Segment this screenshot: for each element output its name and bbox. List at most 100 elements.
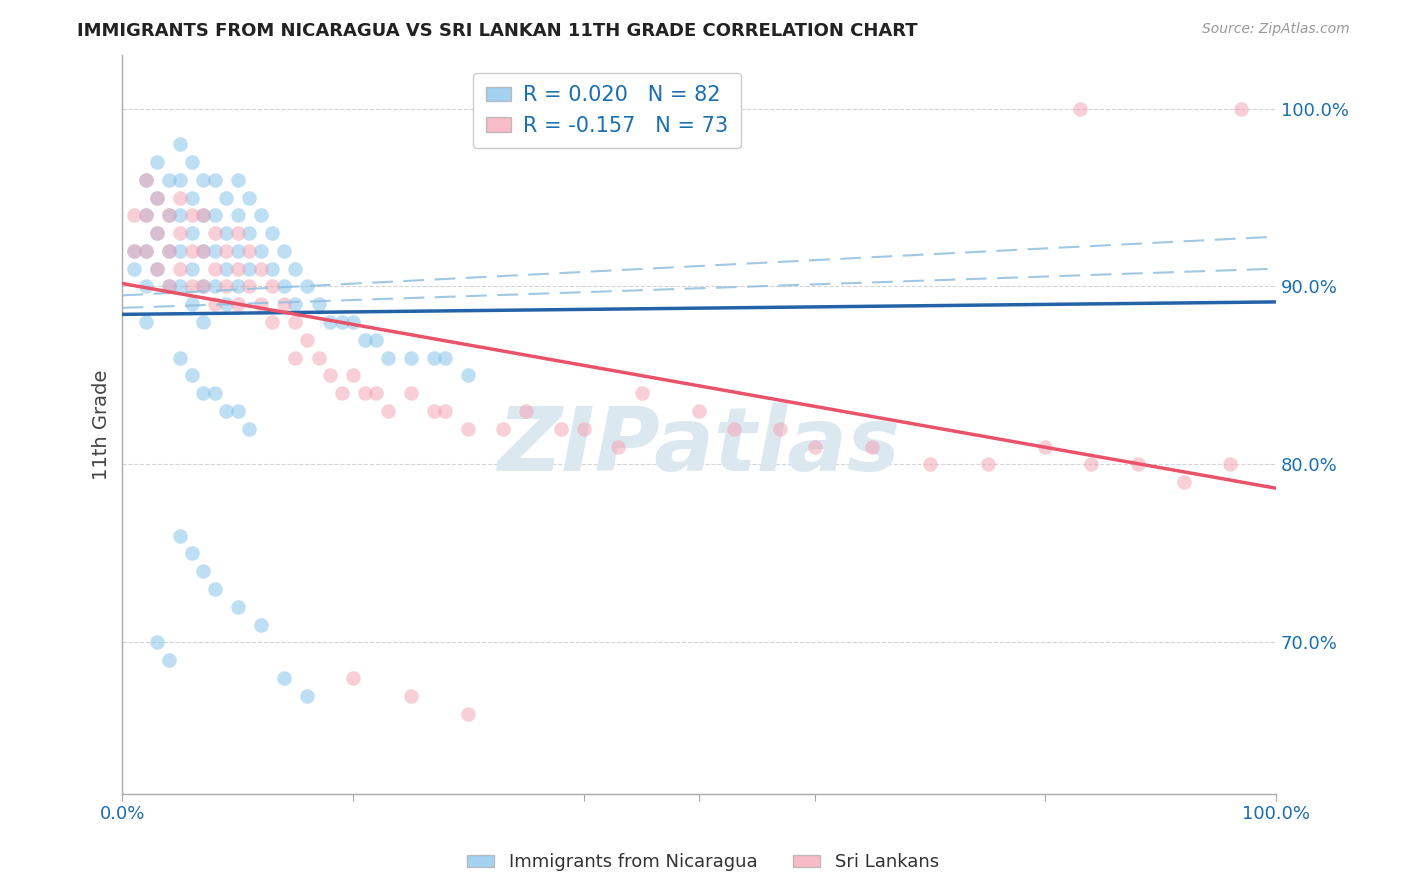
Point (515, 404, 537, 418)
Point (1219, 458, 1241, 472)
Point (262, 315, 284, 329)
Point (284, 297, 307, 311)
Point (550, 422, 572, 436)
Point (226, 279, 249, 293)
Point (457, 368, 479, 383)
Point (238, 226, 260, 240)
Point (250, 617, 273, 632)
Point (157, 244, 180, 258)
Point (238, 190, 260, 204)
Point (146, 261, 169, 276)
Point (215, 297, 238, 311)
Point (180, 368, 202, 383)
Point (134, 279, 156, 293)
Point (295, 333, 318, 347)
Point (330, 315, 353, 329)
Point (157, 279, 180, 293)
Point (342, 671, 364, 685)
Point (1033, 440, 1056, 454)
Point (423, 351, 446, 365)
Point (134, 208, 156, 222)
Point (215, 190, 238, 204)
Legend: Immigrants from Nicaragua, Sri Lankans: Immigrants from Nicaragua, Sri Lankans (460, 847, 946, 879)
Point (169, 351, 191, 365)
Point (169, 208, 191, 222)
Point (308, 297, 330, 311)
Point (1230, 102, 1253, 116)
Point (169, 226, 191, 240)
Point (860, 440, 883, 454)
Point (250, 261, 273, 276)
Point (215, 279, 238, 293)
Point (146, 226, 169, 240)
Point (319, 368, 342, 383)
Point (157, 279, 180, 293)
Point (193, 279, 215, 293)
Point (284, 351, 307, 365)
Point (134, 244, 156, 258)
Point (157, 653, 180, 667)
Point (1173, 475, 1195, 490)
Point (295, 689, 318, 703)
Point (122, 244, 145, 258)
Point (377, 351, 399, 365)
Point (226, 404, 249, 418)
Point (180, 208, 202, 222)
Point (215, 261, 238, 276)
Point (630, 386, 652, 401)
Point (193, 172, 215, 186)
Point (193, 315, 215, 329)
Text: Source: ZipAtlas.com: Source: ZipAtlas.com (1202, 22, 1350, 37)
Point (803, 440, 825, 454)
Point (226, 244, 249, 258)
Point (273, 244, 295, 258)
Point (250, 244, 273, 258)
Point (226, 599, 249, 614)
Point (215, 226, 238, 240)
Point (146, 226, 169, 240)
Point (226, 208, 249, 222)
Point (169, 261, 191, 276)
Point (180, 261, 202, 276)
Point (572, 422, 595, 436)
Point (122, 244, 145, 258)
Point (423, 404, 446, 418)
Point (146, 190, 169, 204)
Point (434, 404, 457, 418)
Point (169, 279, 191, 293)
Point (377, 404, 399, 418)
Point (273, 671, 295, 685)
Point (399, 689, 422, 703)
Point (180, 226, 202, 240)
Point (157, 208, 180, 222)
Point (353, 386, 375, 401)
Point (180, 155, 202, 169)
Point (157, 172, 180, 186)
Point (688, 404, 710, 418)
Point (238, 422, 260, 436)
Point (169, 137, 191, 152)
Point (157, 208, 180, 222)
Text: IMMIGRANTS FROM NICARAGUA VS SRI LANKAN 11TH GRADE CORRELATION CHART: IMMIGRANTS FROM NICARAGUA VS SRI LANKAN … (77, 22, 918, 40)
Point (204, 226, 226, 240)
Point (146, 190, 169, 204)
Point (353, 333, 375, 347)
Point (204, 582, 226, 596)
Point (492, 422, 515, 436)
Point (193, 208, 215, 222)
Point (1126, 458, 1149, 472)
Point (250, 208, 273, 222)
Point (146, 155, 169, 169)
Point (134, 244, 156, 258)
Point (284, 315, 307, 329)
Point (193, 244, 215, 258)
Point (399, 351, 422, 365)
Point (204, 208, 226, 222)
Point (457, 706, 479, 721)
Point (273, 297, 295, 311)
Point (193, 244, 215, 258)
Point (180, 279, 202, 293)
Point (262, 261, 284, 276)
Point (434, 351, 457, 365)
Point (1069, 102, 1091, 116)
